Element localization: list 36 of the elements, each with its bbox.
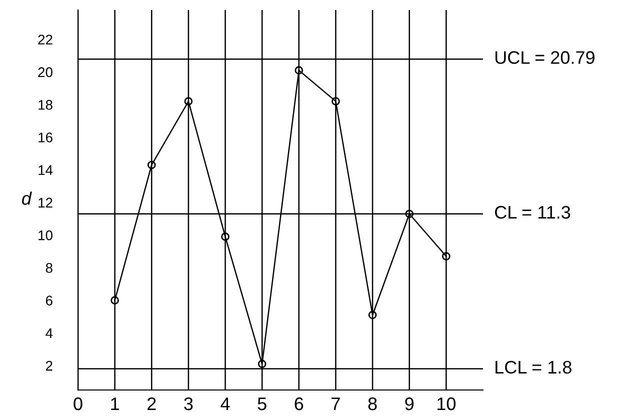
x-tick-label: 4 (220, 398, 230, 410)
ref-line-label: CL = 11.3 (495, 206, 570, 219)
y-tick-label: 18 (38, 100, 52, 110)
x-tick-label: 5 (258, 398, 266, 410)
x-tick-label: 7 (332, 398, 340, 410)
y-tick-label: 6 (46, 296, 52, 306)
point (110, 296, 119, 304)
y-tick-label: 10 (38, 230, 52, 240)
point (442, 252, 450, 260)
x-tick-label: 6 (294, 397, 304, 410)
x-tick-label: 10 (438, 397, 456, 410)
point (184, 97, 193, 106)
y-tick-label: 4 (46, 328, 53, 338)
x-tick-label: 2 (148, 397, 156, 410)
y-tick-label: 22 (38, 34, 52, 44)
y-tick-label: 20 (38, 67, 52, 78)
point (294, 66, 304, 75)
ref-line-label: UCL = 20.79 (496, 51, 594, 64)
point (405, 210, 414, 218)
x-tick-label: 1 (111, 398, 119, 410)
point (258, 360, 266, 368)
point (147, 160, 156, 170)
ref-line-label: LCL = 1.8 (496, 360, 572, 374)
point (221, 232, 230, 241)
x-tick-label: 8 (368, 397, 377, 410)
y-tick-label: 8 (46, 263, 52, 273)
point (368, 310, 377, 320)
y-tick-label: 14 (38, 165, 53, 175)
point (332, 97, 340, 106)
x-tick-label: 0 (74, 397, 82, 410)
y-tick-label: 12 (38, 198, 52, 208)
y-tick-label: 16 (38, 132, 52, 142)
x-tick-label: 3 (184, 397, 193, 410)
y-axis-title: d (22, 192, 32, 205)
x-tick-label: 9 (405, 397, 414, 410)
y-tick-label: 2 (46, 360, 52, 371)
